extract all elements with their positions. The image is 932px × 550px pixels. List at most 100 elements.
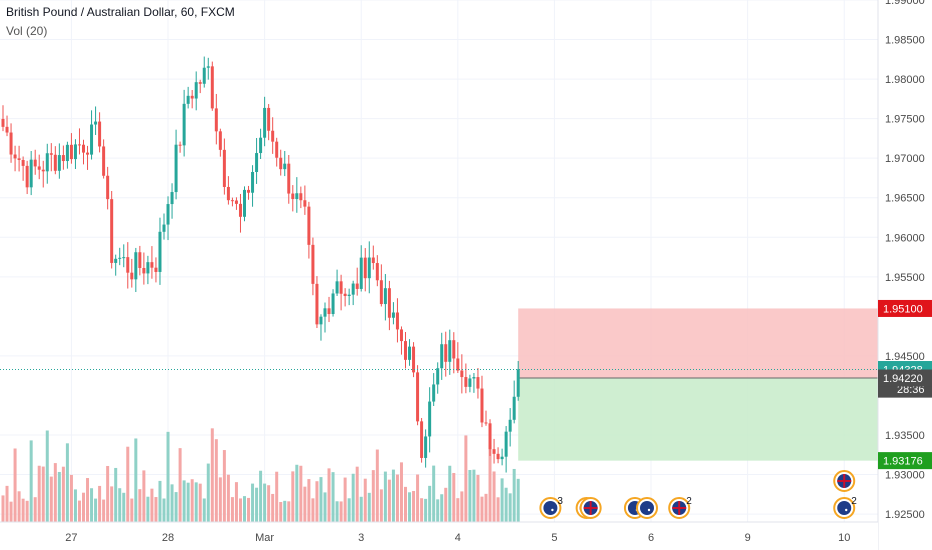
volume-bar xyxy=(166,431,170,522)
candle-body xyxy=(488,423,492,450)
volume-bar xyxy=(218,477,222,522)
long-position-tool[interactable] xyxy=(518,308,878,461)
candle-body xyxy=(307,206,311,245)
candle-body xyxy=(399,329,403,342)
volume-bar xyxy=(61,466,65,522)
candle-body xyxy=(198,82,202,84)
volume-bar xyxy=(150,488,154,522)
australia-flag-icon xyxy=(837,501,852,515)
volume-bar xyxy=(162,498,166,522)
volume-bar xyxy=(307,479,311,522)
volume-bar xyxy=(178,448,182,522)
volume-bar xyxy=(516,478,520,522)
candle-body xyxy=(440,344,444,369)
volume-bar xyxy=(367,492,371,522)
candle-body xyxy=(347,294,351,297)
event-marker[interactable]: 2 xyxy=(833,496,857,519)
volume-bar xyxy=(468,470,472,522)
candle-body xyxy=(65,144,69,162)
volume-bar xyxy=(339,501,343,522)
volume-bar xyxy=(504,487,508,522)
candle-body xyxy=(154,267,158,272)
volume-bar xyxy=(271,493,275,522)
candle-body xyxy=(468,378,472,387)
event-marker[interactable]: 3 xyxy=(539,496,563,519)
candle-body xyxy=(53,154,57,171)
volume-bar xyxy=(90,488,94,522)
candle-body xyxy=(247,189,251,193)
volume-bar xyxy=(476,474,480,522)
volume-bar xyxy=(238,498,242,522)
candle-body xyxy=(61,155,65,162)
candle-body xyxy=(230,200,234,202)
candle-body xyxy=(178,144,182,146)
candle-body xyxy=(436,368,440,385)
volume-bar xyxy=(335,501,339,522)
candle-body xyxy=(25,165,29,188)
candle-body xyxy=(122,257,126,259)
event-count: 3 xyxy=(557,496,563,507)
symbol-legend[interactable]: British Pound / Australian Dollar, 60, F… xyxy=(6,5,235,19)
flag-star xyxy=(647,508,651,512)
economic-events[interactable]: 3 2 2 xyxy=(539,470,857,519)
event-marker[interactable] xyxy=(636,497,658,519)
volume-bar xyxy=(327,468,331,522)
volume-bar xyxy=(86,478,90,522)
time-tick-label: 3 xyxy=(358,532,364,544)
event-marker[interactable] xyxy=(579,497,602,519)
candle-body xyxy=(41,169,45,172)
candle-body xyxy=(323,308,327,317)
candle-body xyxy=(29,159,33,188)
volume-bar xyxy=(234,482,238,522)
volume-bar xyxy=(444,487,448,522)
candle-body xyxy=(170,192,174,205)
volume-bar xyxy=(210,428,214,522)
candle-body xyxy=(73,144,77,160)
volume-bar xyxy=(460,491,464,522)
candle-body xyxy=(275,141,279,158)
price-tag xyxy=(878,299,932,317)
candle-body xyxy=(69,144,73,160)
candle-body xyxy=(480,388,484,423)
candle-body xyxy=(130,272,134,280)
candle-body xyxy=(37,166,41,170)
volume-bar xyxy=(182,480,186,522)
volume-bar xyxy=(375,449,379,522)
volume-bar xyxy=(243,496,246,522)
event-marker[interactable] xyxy=(833,470,856,492)
volume-bar xyxy=(440,494,444,522)
time-axis[interactable]: 27 28 Mar 3 4 5 6 9 10 xyxy=(0,521,878,550)
candle-body xyxy=(150,262,154,268)
candle-body xyxy=(210,66,214,109)
candle-body xyxy=(311,244,315,284)
candle-body xyxy=(182,103,186,146)
volume-bar xyxy=(9,501,13,522)
candle-body xyxy=(500,456,504,460)
volume-bar xyxy=(202,498,206,522)
australia-flag-icon xyxy=(640,501,654,515)
candle-body xyxy=(456,358,460,371)
event-marker[interactable]: 2 xyxy=(668,496,692,519)
volume-bar xyxy=(118,488,122,522)
candle-body xyxy=(77,144,81,146)
price-axis[interactable]: 1.99000 1.98500 1.98000 1.97500 1.97000 1.965… xyxy=(877,0,932,550)
volume-legend[interactable]: Vol (20) xyxy=(6,24,48,38)
volume-bar xyxy=(283,500,287,522)
candle-body xyxy=(17,158,21,160)
volume-bars xyxy=(1,428,520,522)
candle-body xyxy=(1,118,5,127)
volume-bar xyxy=(73,489,77,522)
candle-body xyxy=(395,312,399,330)
price-tag-label: 1.93176 xyxy=(883,456,923,468)
candle-body xyxy=(452,340,456,359)
time-tick-label: 4 xyxy=(455,532,461,544)
volume-bar xyxy=(299,465,303,522)
candlesticks xyxy=(1,56,520,473)
candle-body xyxy=(464,377,468,387)
candle-body xyxy=(186,95,190,104)
time-tick-label: 6 xyxy=(648,532,654,544)
volume-bar xyxy=(448,465,452,522)
candle-body xyxy=(226,186,230,201)
candle-body xyxy=(331,293,335,315)
